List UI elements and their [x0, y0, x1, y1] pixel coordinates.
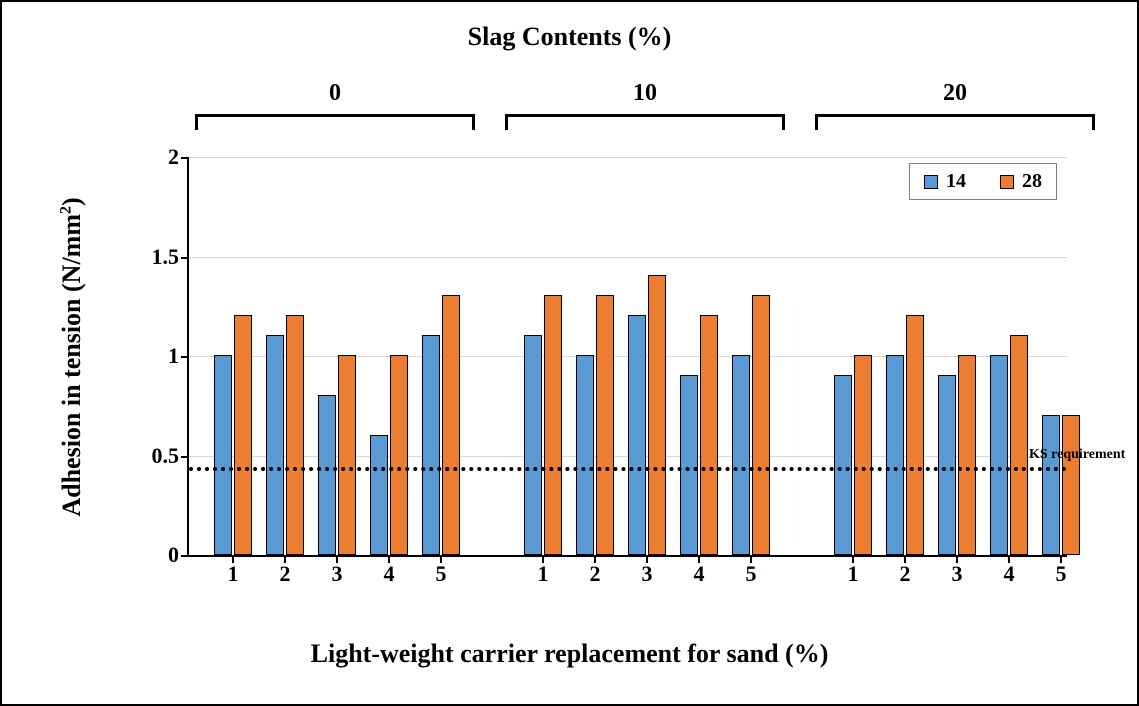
top-title: Slag Contents (%)	[2, 22, 1137, 52]
bar-series-28	[700, 315, 718, 555]
y-tick-label: 0.5	[152, 443, 180, 469]
y-tickmark	[181, 456, 189, 458]
bar-series-28	[596, 295, 614, 555]
bar-series-28	[544, 295, 562, 555]
bar-series-14	[422, 335, 440, 555]
x-tick-label: 1	[228, 561, 239, 587]
y-tickmark	[181, 257, 189, 259]
y-tickmark	[181, 356, 189, 358]
bar-series-14	[732, 355, 750, 555]
bar-series-14	[990, 355, 1008, 555]
legend-label: 28	[1022, 170, 1042, 193]
y-tick-label: 0	[168, 542, 179, 568]
bar-series-14	[680, 375, 698, 555]
x-tick-label: 2	[900, 561, 911, 587]
bar-series-14	[938, 375, 956, 555]
x-tick-label: 1	[848, 561, 859, 587]
x-tick-label: 1	[538, 561, 549, 587]
bar-series-28	[234, 315, 252, 555]
x-tick-label: 4	[1004, 561, 1015, 587]
ks-requirement-label: KS requirement	[1029, 447, 1125, 463]
x-tick-label: 5	[1056, 561, 1067, 587]
legend: 14 28	[909, 163, 1057, 200]
bar-series-14	[628, 315, 646, 555]
x-tick-label: 5	[746, 561, 757, 587]
x-tick-label: 3	[332, 561, 343, 587]
x-tick-label: 2	[280, 561, 291, 587]
bar-series-14	[266, 335, 284, 555]
x-tick-label: 5	[436, 561, 447, 587]
plot-area: 1428 00.511.52123451234512345KS requirem…	[187, 157, 1067, 557]
y-tick-label: 2	[168, 144, 179, 170]
x-tick-label: 4	[694, 561, 705, 587]
legend-swatch	[924, 175, 938, 189]
group-bracket	[505, 114, 785, 130]
y-tick-label: 1.5	[152, 244, 180, 270]
bar-series-28	[854, 355, 872, 555]
group-label: 10	[505, 80, 785, 107]
legend-label: 14	[946, 170, 966, 193]
legend-item: 14	[924, 170, 966, 193]
legend-swatch	[1000, 175, 1014, 189]
bar-series-14	[524, 335, 542, 555]
legend-item: 28	[1000, 170, 1042, 193]
bar-series-28	[390, 355, 408, 555]
y-tick-label: 1	[168, 343, 179, 369]
group-label: 20	[815, 80, 1095, 107]
y-axis-label: Adhesion in tension (N/mm2)	[57, 197, 87, 516]
bar-series-14	[834, 375, 852, 555]
y-tickmark	[181, 157, 189, 159]
bar-series-14	[1042, 415, 1060, 555]
y-tickmark	[181, 555, 189, 557]
group-label: 0	[195, 80, 475, 107]
bar-series-28	[752, 295, 770, 555]
bar-series-14	[214, 355, 232, 555]
x-tick-label: 4	[384, 561, 395, 587]
gridline	[189, 157, 1067, 158]
bar-series-14	[886, 355, 904, 555]
group-brackets-row: 01020	[187, 80, 1067, 130]
x-tick-label: 3	[642, 561, 653, 587]
bar-series-28	[338, 355, 356, 555]
bar-series-28	[958, 355, 976, 555]
bar-series-28	[1062, 415, 1080, 555]
x-tick-label: 3	[952, 561, 963, 587]
bar-series-28	[1010, 335, 1028, 555]
bar-series-28	[286, 315, 304, 555]
bar-series-28	[906, 315, 924, 555]
bar-series-14	[318, 395, 336, 555]
bar-series-28	[442, 295, 460, 555]
gridline	[189, 257, 1067, 258]
bar-series-28	[648, 275, 666, 555]
chart-container: Slag Contents (%) 01020 1428 00.511.5212…	[0, 0, 1139, 706]
bar-series-14	[370, 435, 388, 555]
group-bracket	[815, 114, 1095, 130]
x-tick-label: 2	[590, 561, 601, 587]
bar-series-14	[576, 355, 594, 555]
x-axis-label: Light-weight carrier replacement for san…	[2, 639, 1137, 669]
group-bracket	[195, 114, 475, 130]
ks-requirement-line	[189, 467, 1067, 471]
